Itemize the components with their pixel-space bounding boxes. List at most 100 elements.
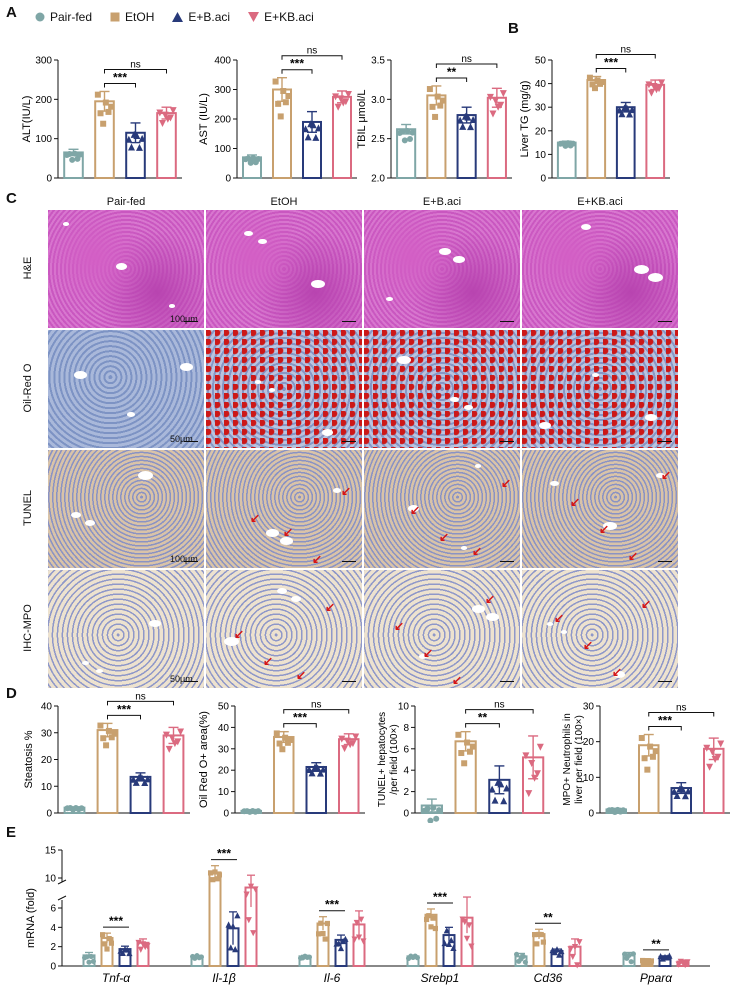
bar	[456, 114, 477, 179]
data-point	[655, 85, 663, 93]
vessel-lumen	[486, 613, 499, 621]
significance-label: ns	[676, 703, 687, 714]
data-point	[344, 90, 352, 98]
data-point	[706, 763, 714, 771]
y-tick-label: 50	[535, 56, 547, 67]
scale-bar-label: 50μm	[170, 434, 193, 444]
y-tick-label: 3.0	[371, 95, 385, 106]
triangle-down-marker-icon	[248, 12, 260, 22]
histology-column-label: Pair-fed	[106, 196, 146, 208]
data-point	[409, 129, 416, 136]
bar	[586, 79, 607, 180]
scale-bar	[658, 680, 672, 682]
data-point	[232, 946, 239, 953]
red-arrow-icon: ↙	[612, 665, 623, 679]
data-point	[334, 103, 342, 111]
data-point	[540, 939, 546, 945]
data-point	[318, 920, 324, 926]
data-point	[441, 939, 448, 947]
significance-bracket	[435, 63, 498, 68]
vessel-lumen	[277, 588, 287, 594]
data-point	[97, 722, 104, 729]
bar	[615, 106, 636, 179]
data-point	[461, 760, 468, 767]
data-point	[100, 735, 107, 742]
vessel-lumen	[224, 637, 239, 646]
significance-bracket	[104, 82, 136, 88]
data-point	[647, 89, 655, 97]
red-arrow-icon: ↙	[472, 544, 483, 558]
tunel-count-bar-chart: 0 2 4 6 8 10 TUNEL+ hepatocytes/per field (100…	[377, 700, 550, 823]
bar	[338, 738, 360, 814]
y-tick-label: 200	[35, 95, 52, 106]
y-axis-label: Liver TG (mg/g)	[519, 81, 531, 158]
data-point	[469, 115, 477, 123]
data-point	[255, 156, 262, 163]
significance-bracket	[465, 709, 534, 714]
y-axis-label: TBIL μmol/L	[356, 89, 368, 148]
data-point	[168, 734, 176, 742]
data-point	[332, 93, 340, 101]
histology-image	[364, 210, 520, 328]
bar	[305, 765, 327, 814]
y-axis-label: mRNA (fold)	[25, 888, 37, 948]
red-arrow-icon: ↙	[439, 530, 450, 544]
data-point	[618, 110, 626, 118]
data-point	[536, 743, 544, 751]
data-point	[100, 932, 106, 938]
data-point	[165, 745, 173, 753]
data-point	[486, 93, 494, 101]
scale-bar	[342, 680, 356, 682]
data-point	[177, 728, 185, 736]
data-point	[556, 951, 563, 958]
steatosis-bar-chart: 0 10 20 30 40 Steatosis % *** ns	[23, 691, 190, 820]
significance-bracket	[595, 54, 656, 59]
scale-bar	[184, 320, 198, 322]
red-arrow-icon: ↙	[410, 503, 421, 517]
significance-label: ns	[620, 45, 631, 56]
data-point	[129, 775, 137, 783]
data-point	[358, 916, 365, 923]
vessel-lumen	[82, 661, 89, 666]
data-point	[630, 951, 637, 957]
data-point	[84, 954, 90, 960]
vessel-lumen	[547, 622, 553, 626]
significance-bracket	[104, 68, 167, 74]
data-point	[137, 946, 144, 953]
vessel-lumen	[592, 373, 599, 378]
legend-item-etoh: EtOH	[110, 10, 154, 24]
significance-label: ***	[109, 914, 123, 928]
data-point	[103, 742, 110, 749]
data-point	[528, 760, 536, 768]
vessel-lumen	[138, 471, 153, 480]
y-tick-label: 30	[41, 728, 53, 739]
data-point	[124, 946, 131, 953]
vessel-lumen	[169, 304, 175, 308]
data-point	[622, 951, 628, 957]
data-point	[133, 131, 141, 139]
data-point	[255, 808, 262, 815]
panel-label-b: B	[508, 20, 519, 37]
data-point	[352, 733, 360, 741]
data-point	[216, 872, 222, 878]
data-point	[401, 137, 408, 144]
data-point	[703, 744, 711, 752]
vessel-lumen	[450, 397, 459, 403]
vessel-lumen	[127, 412, 135, 417]
data-point	[520, 953, 526, 959]
y-tick-label: 20	[41, 755, 53, 766]
data-point	[225, 921, 232, 928]
significance-bracket	[283, 709, 350, 714]
data-point	[102, 99, 109, 106]
data-point	[469, 743, 476, 750]
y-tick-label: 0	[223, 809, 229, 820]
data-point	[111, 730, 118, 737]
vessel-lumen	[461, 546, 467, 550]
data-point	[684, 787, 692, 795]
y-tick-label: 10	[398, 702, 410, 713]
data-point	[623, 104, 631, 112]
data-point	[628, 959, 634, 965]
data-point	[424, 805, 431, 812]
data-point	[97, 110, 104, 117]
data-point	[717, 740, 725, 748]
